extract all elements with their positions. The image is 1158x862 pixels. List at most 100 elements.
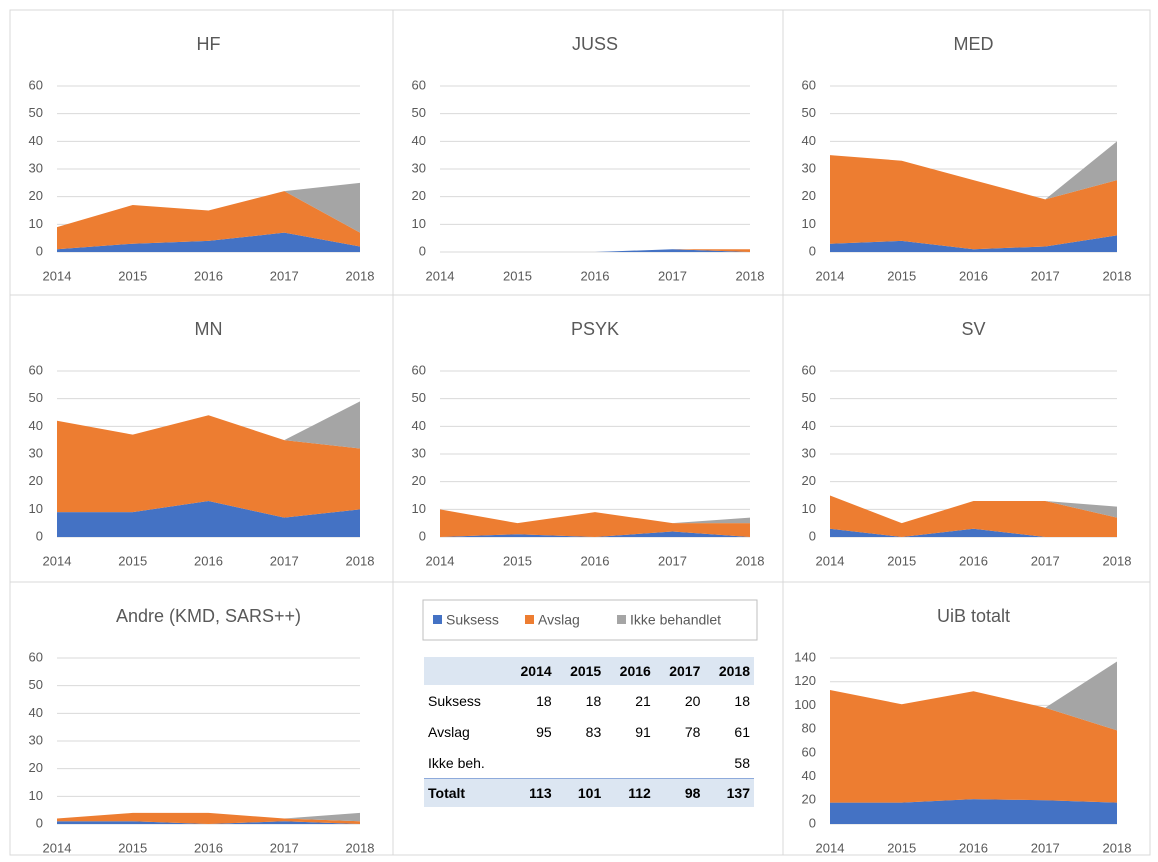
table-cell: 61 <box>734 723 750 740</box>
cell-border <box>782 581 1151 856</box>
y-tick-label: 60 <box>29 362 43 377</box>
area <box>57 182 360 233</box>
table-cell: 20 <box>684 692 701 709</box>
x-tick-label: 2017 <box>658 553 687 568</box>
column-header: 2016 <box>605 657 655 685</box>
y-tick-label: 40 <box>412 418 426 433</box>
x-tick-label: 2014 <box>43 840 72 855</box>
y-tick-label: 10 <box>802 216 816 231</box>
y-tick-label: 60 <box>802 362 816 377</box>
x-tick-label: 2018 <box>346 553 375 568</box>
y-tick-label: 50 <box>412 105 426 120</box>
x-tick-label: 2017 <box>658 268 687 283</box>
y-tick-label: 0 <box>419 243 426 258</box>
table-cell <box>655 747 705 779</box>
table-cell: 21 <box>635 692 651 709</box>
area <box>57 415 360 518</box>
x-tick-label: 2015 <box>887 840 916 855</box>
x-tick-label: 2014 <box>816 840 845 855</box>
y-tick-label: 30 <box>412 160 426 175</box>
x-tick-label: 2017 <box>1031 553 1060 568</box>
x-tick-label: 2016 <box>194 268 223 283</box>
y-tick-label: 50 <box>802 390 816 405</box>
x-tick-label: 2018 <box>736 268 765 283</box>
x-tick-label: 2015 <box>118 268 147 283</box>
column-header: 2017 <box>654 657 705 685</box>
y-tick-label: 20 <box>29 473 43 488</box>
x-tick-label: 2017 <box>270 268 299 283</box>
x-tick-label: 2014 <box>426 553 455 568</box>
x-tick-label: 2016 <box>581 553 610 568</box>
y-tick-label: 60 <box>29 649 43 664</box>
y-tick-label: 20 <box>29 760 43 775</box>
area <box>830 235 1117 252</box>
y-tick-label: 30 <box>29 732 43 747</box>
table-cell: 101 <box>555 778 606 807</box>
area <box>57 232 360 252</box>
x-tick-label: 2015 <box>887 268 916 283</box>
area <box>830 799 1117 824</box>
y-tick-label: 40 <box>29 133 43 148</box>
y-tick-label: 50 <box>29 390 43 405</box>
x-tick-label: 2014 <box>816 553 845 568</box>
corner-cell <box>424 657 507 685</box>
y-tick-label: 50 <box>412 390 426 405</box>
table-cell: 91 <box>635 723 651 740</box>
x-tick-label: 2018 <box>1103 553 1132 568</box>
area <box>57 401 360 449</box>
y-tick-label: 10 <box>29 501 43 516</box>
x-tick-label: 2014 <box>816 268 845 283</box>
chart-title: Andre (KMD, SARS++) <box>116 606 301 626</box>
y-tick-label: 40 <box>802 418 816 433</box>
y-tick-label: 0 <box>809 815 816 830</box>
x-tick-label: 2016 <box>194 553 223 568</box>
area <box>440 249 750 252</box>
x-tick-label: 2017 <box>1031 268 1060 283</box>
legend-swatch <box>525 615 534 624</box>
x-tick-label: 2015 <box>887 553 916 568</box>
table-cell: 112 <box>605 778 655 807</box>
table-cell: 58 <box>734 754 750 771</box>
x-tick-label: 2018 <box>346 840 375 855</box>
legend-label: Suksess <box>446 612 499 628</box>
column-header: 2014 <box>506 657 556 685</box>
x-tick-label: 2018 <box>1103 840 1132 855</box>
x-tick-label: 2018 <box>1103 268 1132 283</box>
x-tick-label: 2016 <box>959 553 988 568</box>
table-cell: 98 <box>654 778 705 807</box>
y-tick-label: 20 <box>412 188 426 203</box>
table-cell: 113 <box>506 778 556 807</box>
x-tick-label: 2014 <box>43 553 72 568</box>
table-row: Suksess 18 18 21 20 18 <box>424 685 754 716</box>
x-tick-label: 2015 <box>503 553 532 568</box>
y-tick-label: 60 <box>29 77 43 92</box>
y-tick-label: 60 <box>802 77 816 92</box>
table-cell <box>605 747 655 779</box>
y-tick-label: 30 <box>412 445 426 460</box>
table-cell <box>556 747 606 779</box>
legend-box <box>422 599 758 641</box>
y-tick-label: 80 <box>802 721 816 736</box>
x-tick-label: 2017 <box>270 840 299 855</box>
x-tick-label: 2015 <box>118 553 147 568</box>
y-tick-label: 50 <box>802 105 816 120</box>
table-cell: 18 <box>536 692 552 709</box>
x-tick-label: 2015 <box>118 840 147 855</box>
y-tick-label: 30 <box>802 445 816 460</box>
header-row: 2014 2015 2016 2017 2018 <box>424 657 754 685</box>
y-tick-label: 0 <box>36 243 43 258</box>
y-tick-label: 30 <box>802 160 816 175</box>
x-tick-label: 2016 <box>194 840 223 855</box>
y-tick-label: 0 <box>36 528 43 543</box>
y-tick-label: 20 <box>802 188 816 203</box>
row-label: Avslag <box>428 723 470 740</box>
area <box>440 509 750 524</box>
y-tick-label: 40 <box>29 418 43 433</box>
table-cell: 18 <box>585 692 602 709</box>
legend-swatch <box>433 615 442 624</box>
x-tick-label: 2014 <box>426 268 455 283</box>
table-row: Avslag 95 83 91 78 61 <box>424 716 754 747</box>
legend-label: Ikke behandlet <box>630 612 721 628</box>
y-tick-label: 30 <box>29 445 43 460</box>
table-cell: 18 <box>734 692 750 709</box>
